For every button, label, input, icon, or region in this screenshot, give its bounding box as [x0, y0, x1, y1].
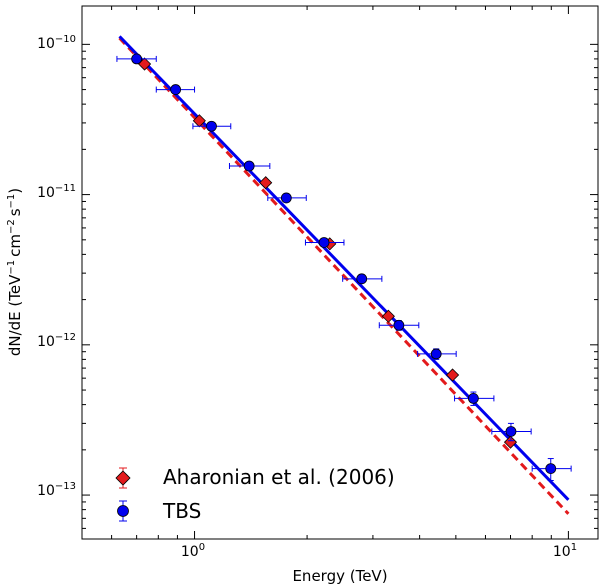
y-tick-label-3: 10−12 — [37, 332, 76, 350]
data-point-aharonian — [446, 368, 460, 382]
ticks — [81, 6, 598, 539]
legend: Aharonian et al. (2006) TBS — [115, 465, 395, 523]
data-point-aharonian — [192, 114, 206, 128]
y-tick-label-4: 10−13 — [37, 481, 76, 499]
axes-frame — [81, 5, 599, 540]
legend-diamond-aharonian — [115, 470, 131, 486]
data-point-tbs — [467, 392, 479, 404]
legend-marker-tbs — [117, 500, 129, 522]
x-tick-label-1: 100 — [181, 542, 205, 560]
data-point-tbs — [243, 160, 255, 172]
y-axis-label: dN/dE (TeV−1cm−2s−1) — [6, 188, 24, 356]
data-point-tbs — [545, 463, 557, 475]
legend-circle-tbs — [117, 505, 129, 517]
y-tick-label-1: 10−10 — [37, 34, 76, 52]
y-tick-label-2: 10−11 — [37, 183, 76, 201]
x-axis-label: Energy (TeV) — [292, 567, 387, 585]
data-point-tbs — [393, 319, 405, 331]
data-point-aharonian — [259, 176, 273, 190]
data-point-tbs — [131, 53, 143, 65]
legend-label-tbs: TBS — [162, 499, 201, 523]
data-point-aharonian — [503, 435, 518, 449]
legend-label-aharonian: Aharonian et al. (2006) — [163, 465, 395, 489]
data-point-aharonian — [381, 309, 395, 323]
fit-line-aharonian — [118, 37, 570, 515]
data-point-tbs — [206, 120, 217, 132]
fit-line-tbs — [118, 35, 570, 501]
plot-content — [116, 35, 572, 515]
data-point-tbs — [170, 84, 182, 95]
x-tick-label-2: 101 — [553, 542, 577, 560]
legend-marker-aharonian — [115, 467, 131, 489]
data-point-tbs — [280, 192, 292, 204]
data-point-tbs — [356, 273, 368, 285]
data-point-tbs — [318, 237, 330, 248]
data-point-tbs — [505, 426, 517, 437]
data-point-tbs — [430, 348, 442, 360]
